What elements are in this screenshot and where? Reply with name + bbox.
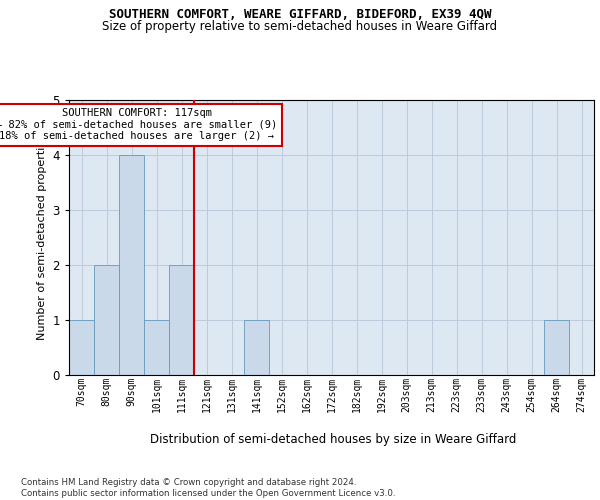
Bar — [169, 265, 194, 375]
Text: Contains HM Land Registry data © Crown copyright and database right 2024.
Contai: Contains HM Land Registry data © Crown c… — [21, 478, 395, 498]
Text: SOUTHERN COMFORT: 117sqm
← 82% of semi-detached houses are smaller (9)
18% of se: SOUTHERN COMFORT: 117sqm ← 82% of semi-d… — [0, 108, 277, 142]
Bar — [544, 320, 569, 375]
Text: Size of property relative to semi-detached houses in Weare Giffard: Size of property relative to semi-detach… — [103, 20, 497, 33]
Bar — [119, 155, 144, 375]
Bar — [69, 320, 94, 375]
Bar — [94, 265, 119, 375]
Bar — [144, 320, 169, 375]
Text: Distribution of semi-detached houses by size in Weare Giffard: Distribution of semi-detached houses by … — [150, 432, 516, 446]
Y-axis label: Number of semi-detached properties: Number of semi-detached properties — [37, 134, 47, 340]
Text: SOUTHERN COMFORT, WEARE GIFFARD, BIDEFORD, EX39 4QW: SOUTHERN COMFORT, WEARE GIFFARD, BIDEFOR… — [109, 8, 491, 20]
Bar — [244, 320, 269, 375]
